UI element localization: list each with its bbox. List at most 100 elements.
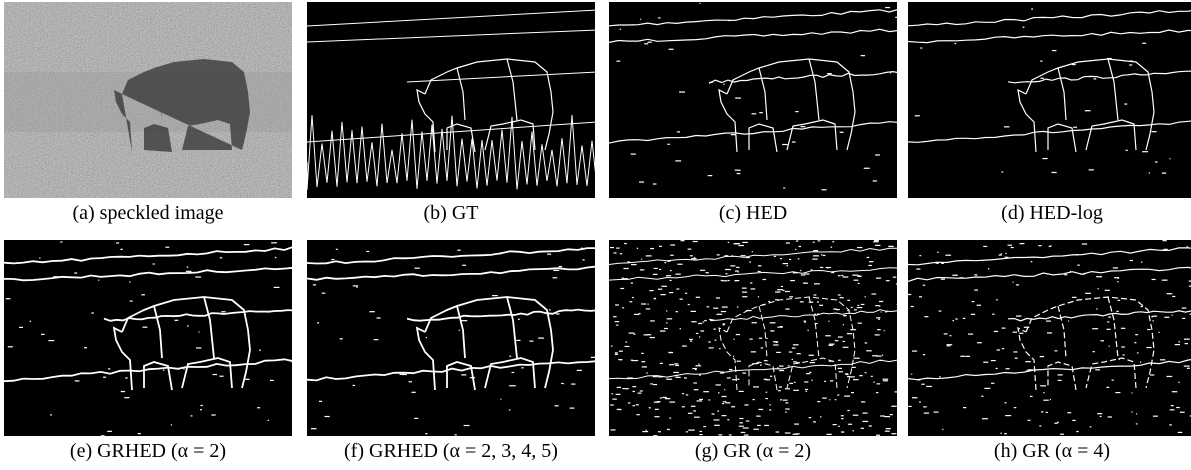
- edge-fragment: [782, 399, 788, 401]
- edge-fragment: [628, 332, 635, 334]
- edge-fragment: [1004, 433, 1007, 435]
- edge-fragment: [853, 379, 859, 381]
- edge-fragment: [813, 421, 816, 423]
- edge-fragment: [1129, 64, 1133, 66]
- edge-fragment: [185, 270, 192, 272]
- edge-fragment: [735, 333, 741, 336]
- edge-fragment: [53, 276, 59, 278]
- edge-fragment: [1075, 254, 1079, 256]
- edge-fragment: [877, 329, 881, 331]
- edge-fragment: [885, 311, 888, 313]
- edge-fragment: [881, 354, 884, 356]
- edge-fragment: [777, 390, 781, 392]
- edge-fragment: [792, 433, 798, 435]
- edge-fragment: [1064, 274, 1068, 276]
- edge-fragment: [797, 258, 800, 260]
- edge-fragment: [749, 261, 751, 263]
- edge-fragment: [1051, 171, 1057, 174]
- edge-fragment: [1178, 381, 1180, 383]
- edge-fragment: [1050, 245, 1052, 247]
- edge-fragment: [200, 409, 202, 411]
- edge-fragment: [875, 154, 880, 156]
- edge-fragment: [879, 359, 883, 361]
- edge-fragment: [954, 42, 957, 45]
- edge-fragment: [996, 349, 1000, 351]
- edge-fragment: [196, 347, 202, 349]
- edge-fragment: [795, 362, 800, 364]
- edge-fragment: [643, 334, 649, 336]
- edge-fragment: [713, 419, 720, 421]
- edge-fragment: [800, 126, 806, 128]
- edge-fragment: [759, 112, 763, 114]
- edge-fragment: [862, 412, 868, 414]
- edge-fragment: [339, 338, 343, 340]
- edge-fragment: [170, 424, 173, 426]
- edge-fragment: [842, 324, 844, 326]
- edge-fragment: [612, 398, 617, 400]
- edge-fragment: [740, 255, 746, 257]
- edge-fragment: [751, 322, 757, 324]
- edge: [609, 121, 897, 144]
- edge-fragment: [1117, 277, 1119, 280]
- edge-fragment: [335, 248, 338, 250]
- edge-fragment: [715, 297, 721, 299]
- edge-fragment: [838, 359, 841, 361]
- edge-fragment: [738, 425, 744, 427]
- edge: [908, 266, 1191, 282]
- edge-fragment: [878, 317, 881, 319]
- edge: [307, 29, 595, 43]
- edge-fragment: [83, 347, 88, 349]
- edge-fragment: [814, 322, 818, 325]
- edge-fragment: [816, 313, 820, 315]
- edge-fragment: [779, 369, 785, 372]
- edge-fragment: [798, 245, 802, 248]
- edge-fragment: [863, 167, 870, 169]
- edge-fragment: [571, 383, 576, 385]
- edge: [708, 70, 897, 84]
- edge-fragment: [736, 360, 741, 362]
- edge: [908, 120, 1191, 143]
- edge-fragment: [699, 430, 703, 433]
- edge-fragment: [766, 337, 768, 339]
- edge-fragment: [639, 390, 643, 392]
- edge-fragment: [769, 404, 771, 406]
- edge-fragment: [886, 310, 888, 312]
- edge-fragment: [625, 341, 627, 343]
- edge-fragment: [734, 169, 741, 171]
- edge-fragment: [837, 394, 840, 396]
- edge-fragment: [885, 6, 890, 9]
- edge-fragment: [1107, 416, 1112, 418]
- edge: [609, 9, 897, 27]
- edge-fragment: [832, 423, 837, 426]
- edge-fragment: [211, 414, 216, 416]
- edge-fragment: [690, 310, 697, 312]
- edge: [307, 9, 595, 27]
- edge-fragment: [830, 246, 833, 248]
- edge-fragment: [852, 430, 854, 432]
- edge-fragment: [645, 308, 651, 310]
- edge: [1007, 70, 1191, 84]
- edge: [908, 10, 1191, 27]
- edge-fragment: [1019, 332, 1024, 334]
- edge-fragment: [1182, 317, 1186, 320]
- edge-fragment: [778, 386, 783, 388]
- edge-fragment: [813, 250, 819, 252]
- edge-fragment: [892, 276, 897, 278]
- edge-fragment: [619, 28, 622, 30]
- edge-fragment: [702, 321, 705, 323]
- edge-fragment: [834, 399, 837, 401]
- edge-fragment: [630, 359, 634, 361]
- edge-fragment: [569, 407, 575, 409]
- edge-fragment: [498, 253, 502, 255]
- edge-fragment: [1117, 299, 1121, 301]
- caption: (a) speckled image: [72, 202, 224, 224]
- edge-fragment: [271, 242, 277, 244]
- edge-fragment: [800, 274, 805, 276]
- edge-fragment: [736, 306, 739, 308]
- edge-fragment: [857, 282, 860, 284]
- edge-fragment: [616, 324, 619, 326]
- edge-fragment: [1088, 169, 1094, 171]
- edge-fragment: [745, 256, 750, 259]
- edge-fragment: [624, 242, 627, 245]
- edge-fragment: [627, 377, 633, 379]
